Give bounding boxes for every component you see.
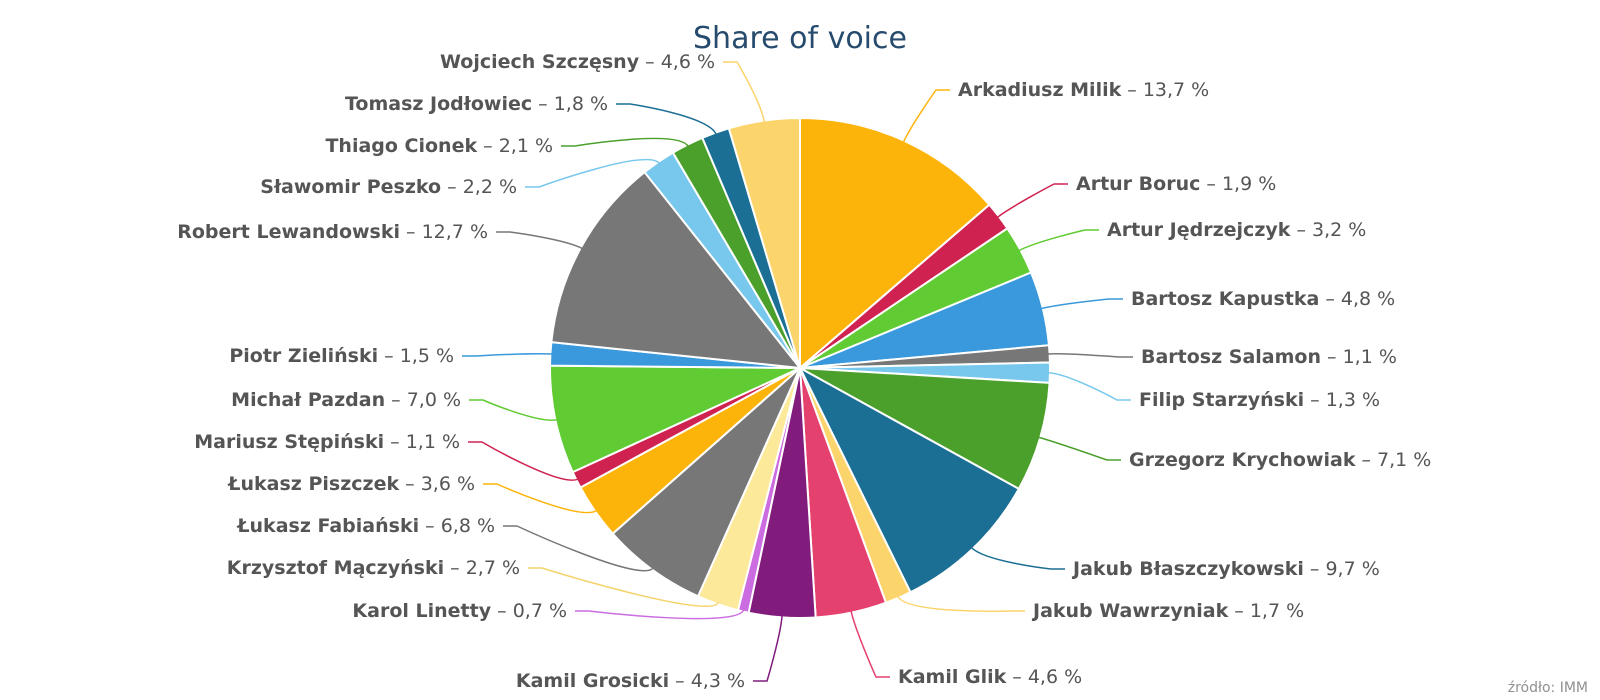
slice-label-artur-boruc: Artur Boruc – 1,9 % [1076, 173, 1276, 195]
connector-grzegorz-krychowiak [1037, 436, 1121, 461]
slice-label-slawomir-peszko: Sławomir Peszko – 2,2 % [260, 176, 517, 198]
connector-bartosz-salamon [1047, 353, 1133, 358]
slice-label-thiago-cionek: Thiago Cionek – 2,1 % [325, 135, 553, 157]
connector-krzysztof-maczynski [528, 567, 720, 607]
connector-kamil-grosicki [753, 615, 783, 682]
slice-label-kamil-glik: Kamil Glik – 4,6 % [898, 666, 1082, 688]
connector-wojciech-szczesny [723, 61, 766, 123]
slice-label-grzegorz-krychowiak: Grzegorz Krychowiak – 7,1 % [1129, 449, 1431, 471]
connector-karol-linetty [575, 609, 745, 620]
connector-lukasz-fabianski [503, 525, 654, 572]
connector-artur-jedrzejczyk [1018, 229, 1099, 252]
connector-jakub-blaszczykowski [970, 546, 1065, 570]
slice-label-lukasz-fabianski: Łukasz Fabiański – 6,8 % [236, 515, 495, 537]
connector-bartosz-kapustka [1040, 298, 1123, 310]
connector-jakub-wawrzyniak [896, 595, 1025, 612]
source-credit: źródło: IMM [1508, 680, 1588, 696]
connector-lukasz-piszczek [483, 483, 598, 514]
slice-label-bartosz-kapustka: Bartosz Kapustka – 4,8 % [1131, 288, 1395, 310]
slice-label-kamil-grosicki: Kamil Grosicki – 4,3 % [516, 670, 745, 692]
connector-piotr-zielinski [462, 353, 553, 357]
slice-label-robert-lewandowski: Robert Lewandowski – 12,7 % [177, 221, 488, 243]
connector-tomasz-jodlowiec [616, 103, 717, 135]
pie-slices [549, 117, 1052, 619]
slice-label-jakub-blaszczykowski: Jakub Błaszczykowski – 9,7 % [1071, 558, 1380, 580]
slice-label-filip-starzynski: Filip Starzyński – 1,3 % [1139, 389, 1380, 411]
slice-label-tomasz-jodlowiec: Tomasz Jodłowiec – 1,8 % [345, 93, 608, 115]
slice-label-krzysztof-maczynski: Krzysztof Mączyński – 2,7 % [227, 557, 520, 579]
slice-label-bartosz-salamon: Bartosz Salamon – 1,1 % [1141, 346, 1397, 368]
slice-label-mariusz-stepinski: Mariusz Stępiński – 1,1 % [194, 431, 460, 453]
slice-label-karol-linetty: Karol Linetty – 0,7 % [352, 600, 567, 622]
connector-michal-pazdan [469, 399, 558, 421]
slice-label-arkadiusz-milik: Arkadiusz Milik – 13,7 % [958, 79, 1209, 101]
slice-labels: Arkadiusz Milik – 13,7 % Artur Boruc – 1,… [177, 51, 1431, 692]
connector-artur-boruc [996, 183, 1068, 219]
slice-label-jakub-wawrzyniak: Jakub Wawrzyniak – 1,7 % [1031, 600, 1304, 622]
slice-label-michal-pazdan: Michał Pazdan – 7,0 % [231, 389, 461, 411]
slice-label-piotr-zielinski: Piotr Zieliński – 1,5 % [229, 345, 454, 367]
label-connectors [462, 61, 1133, 682]
connector-kamil-glik [850, 610, 890, 678]
connector-filip-starzynski [1047, 371, 1131, 401]
slice-label-wojciech-szczesny: Wojciech Szczęsny – 4,6 % [440, 51, 715, 73]
slice-label-lukasz-piszczek: Łukasz Piszczek – 3,6 % [227, 473, 475, 495]
slice-label-artur-jedrzejczyk: Artur Jędrzejczyk – 3,2 % [1107, 219, 1366, 241]
chart-title: Share of voice [693, 21, 907, 56]
connector-slawomir-peszko [525, 158, 661, 188]
connector-mariusz-stepinski [468, 441, 579, 481]
connector-robert-lewandowski [496, 231, 583, 250]
connector-arkadiusz-milik [902, 89, 950, 143]
connector-thiago-cionek [561, 137, 689, 148]
